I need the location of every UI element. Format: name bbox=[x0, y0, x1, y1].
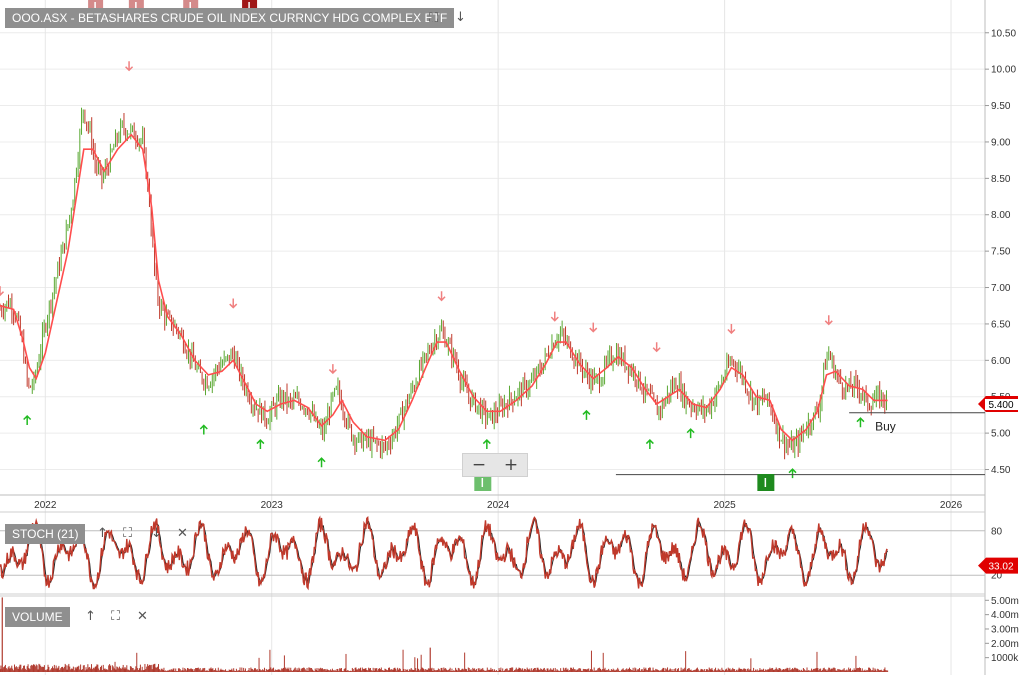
sell-signal-arrow bbox=[229, 298, 238, 309]
y-tick-label: 8.00 bbox=[991, 210, 1011, 221]
stoch-fast-line bbox=[0, 515, 888, 591]
y-tick-label: 7.00 bbox=[991, 283, 1011, 294]
sell-signal-arrow bbox=[727, 324, 736, 335]
close-icon[interactable]: ✕ bbox=[177, 526, 188, 541]
x-tick-label: 2025 bbox=[713, 500, 736, 511]
buy-signal-arrow bbox=[199, 424, 208, 435]
price-tag-value: 5.400 bbox=[988, 400, 1013, 411]
arrow-down-icon[interactable]: ↓ bbox=[455, 10, 466, 25]
moving-average-line bbox=[0, 133, 888, 442]
sell-signal-arrow bbox=[437, 291, 446, 302]
stoch-panel-label: STOCH (21) bbox=[5, 524, 86, 544]
x-tick-label: 2023 bbox=[261, 500, 284, 511]
buy-signal-arrow bbox=[256, 438, 265, 450]
time-axis: 2022 2023 2024 2025 2026 bbox=[34, 500, 962, 511]
y-tick-label: 6.00 bbox=[991, 356, 1011, 367]
arrow-up-icon[interactable]: ↑ bbox=[85, 609, 96, 624]
y-tick-label: 10.00 bbox=[991, 65, 1016, 76]
y-tick-label: 7.50 bbox=[991, 247, 1011, 258]
volume-tick-label: 1000k bbox=[991, 653, 1019, 664]
sell-signal-arrow bbox=[824, 315, 833, 326]
event-markers bbox=[88, 0, 775, 491]
y-tick-label: 6.50 bbox=[991, 319, 1011, 330]
arrow-up-icon[interactable]: ↑ bbox=[97, 526, 108, 541]
price-grid bbox=[0, 0, 986, 675]
expand-icon[interactable]: ⛶ bbox=[123, 526, 133, 541]
x-tick-label: 2026 bbox=[940, 500, 963, 511]
buy-signal-arrow bbox=[856, 417, 865, 428]
buy-signal-arrow bbox=[23, 414, 32, 426]
volume-panel: 1000k 2.00m 3.00m 4.00m 5.00m bbox=[0, 595, 1019, 672]
stoch-tag-bg bbox=[978, 557, 1018, 574]
volume-tick-label: 3.00m bbox=[991, 624, 1019, 635]
stoch-panel: 20 80 33.02 bbox=[0, 511, 1018, 595]
buy-signal-arrow bbox=[582, 409, 591, 420]
close-icon[interactable]: ✕ bbox=[137, 609, 148, 624]
buy-label: Buy bbox=[875, 420, 896, 434]
signal-arrows bbox=[0, 61, 865, 479]
x-tick-label: 2022 bbox=[34, 500, 57, 511]
y-tick-label: 9.00 bbox=[991, 137, 1011, 148]
volume-panel-label: VOLUME bbox=[5, 607, 70, 627]
price-tag-inner bbox=[985, 399, 1018, 411]
buy-signal-arrow bbox=[686, 428, 695, 439]
volume-tick-label: 5.00m bbox=[991, 596, 1019, 607]
sell-signal-arrow bbox=[652, 342, 661, 353]
y-tick-label: 5.00 bbox=[991, 429, 1011, 440]
stoch-tick-label: 80 bbox=[991, 526, 1003, 537]
arrow-down-icon[interactable]: ↓ bbox=[151, 526, 162, 541]
expand-icon[interactable]: ⛶ bbox=[111, 609, 121, 624]
stoch-tick-label: 20 bbox=[991, 571, 1003, 582]
sell-signal-arrow bbox=[0, 286, 5, 297]
buy-signal-arrow bbox=[317, 457, 326, 468]
zoom-in-button[interactable]: + bbox=[503, 455, 519, 475]
level-lines: Buy bbox=[615, 412, 985, 476]
buy-signal-arrow bbox=[482, 438, 491, 450]
sell-signal-arrow bbox=[589, 322, 598, 333]
volume-tick-label: 4.00m bbox=[991, 610, 1019, 621]
zoom-out-button[interactable]: − bbox=[471, 455, 487, 475]
zoom-controls: − + bbox=[462, 453, 528, 477]
sell-signal-arrow bbox=[125, 61, 134, 72]
sell-signal-arrow bbox=[550, 311, 559, 322]
price-bars bbox=[0, 107, 887, 460]
stoch-tag-value: 33.02 bbox=[988, 562, 1013, 573]
moving-average-line bbox=[0, 133, 888, 442]
y-tick-label: 10.50 bbox=[991, 28, 1016, 39]
y-tick-label: 4.50 bbox=[991, 465, 1011, 476]
value-tags: 5.400 bbox=[978, 396, 1018, 413]
y-tick-label: 9.50 bbox=[991, 101, 1011, 112]
buy-signal-arrow bbox=[645, 438, 654, 450]
x-tick-label: 2024 bbox=[487, 500, 510, 511]
volume-tick-label: 2.00m bbox=[991, 639, 1019, 650]
chart-title: OOO.ASX - BETASHARES CRUDE OIL INDEX CUR… bbox=[5, 8, 455, 28]
sell-signal-arrow bbox=[328, 364, 337, 375]
buy-signal-arrow bbox=[788, 468, 797, 479]
y-tick-label: 8.50 bbox=[991, 174, 1011, 185]
expand-icon[interactable]: ⛶ bbox=[429, 11, 439, 26]
